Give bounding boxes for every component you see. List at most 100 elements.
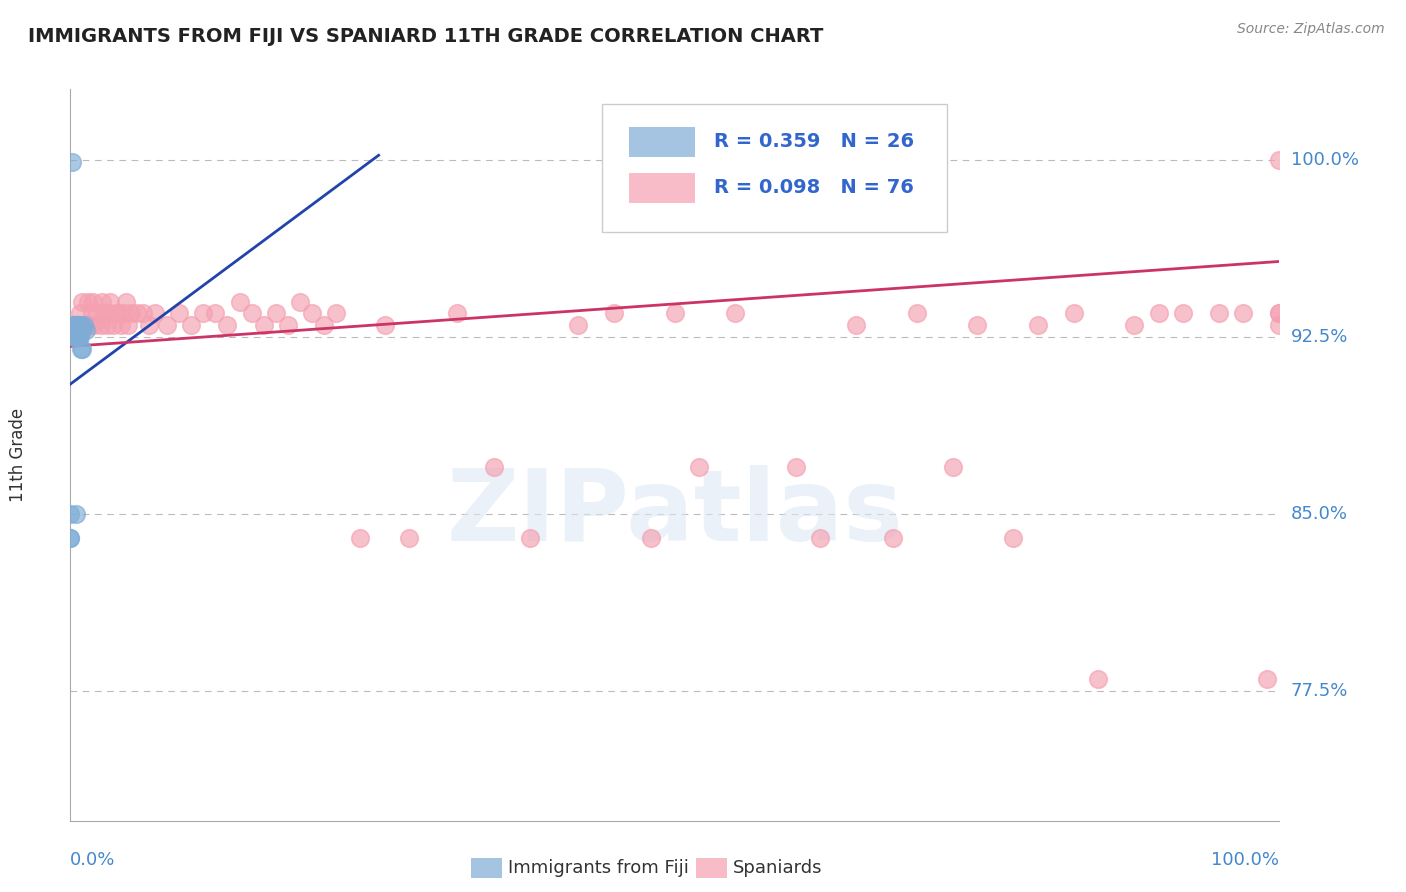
Point [1087, 672, 1109, 686]
Point [120, 306, 142, 320]
Point [59, 531, 82, 545]
Point [325, 306, 347, 320]
Point [105, 306, 128, 320]
Point [63, 318, 86, 333]
Point [688, 459, 710, 474]
Point [1063, 306, 1085, 320]
Point [72, 323, 94, 337]
Point [1123, 318, 1146, 333]
Point [101, 318, 124, 333]
Point [1232, 306, 1254, 320]
Point [264, 306, 287, 320]
Point [69, 323, 91, 337]
Text: 77.5%: 77.5% [1291, 681, 1348, 700]
Point [110, 318, 132, 333]
Point [1171, 306, 1194, 320]
Point [72, 294, 94, 309]
Text: Source: ZipAtlas.com: Source: ZipAtlas.com [1237, 22, 1385, 37]
Point [96, 318, 118, 333]
Point [67, 330, 90, 344]
Point [83, 318, 105, 333]
Bar [628, 127, 696, 157]
Point [567, 318, 589, 333]
Point [398, 531, 420, 545]
Point [67, 323, 90, 337]
Point [98, 294, 121, 309]
Point [70, 342, 93, 356]
Point [107, 306, 129, 320]
Point [72, 342, 94, 356]
Point [664, 306, 686, 320]
Point [80, 306, 103, 320]
Point [79, 318, 101, 333]
Point [167, 306, 190, 320]
Bar [628, 172, 696, 203]
Text: 11th Grade: 11th Grade [8, 408, 27, 502]
Text: 0.0%: 0.0% [70, 851, 115, 869]
Point [314, 318, 336, 333]
Text: IMMIGRANTS FROM FIJI VS SPANIARD 11TH GRADE CORRELATION CHART: IMMIGRANTS FROM FIJI VS SPANIARD 11TH GR… [28, 27, 824, 45]
Point [519, 531, 541, 545]
Point [1147, 306, 1170, 320]
Text: R = 0.098   N = 76: R = 0.098 N = 76 [714, 178, 914, 197]
Text: R = 0.359   N = 26: R = 0.359 N = 26 [714, 132, 914, 152]
Point [217, 318, 239, 333]
Point [63, 318, 86, 333]
Point [65, 507, 87, 521]
Point [69, 306, 91, 320]
Point [90, 318, 111, 333]
Point [1268, 153, 1291, 167]
Point [966, 318, 988, 333]
Point [228, 294, 250, 309]
Point [115, 294, 138, 309]
Point [86, 306, 108, 320]
Point [82, 294, 104, 309]
Point [70, 318, 93, 333]
Text: Spaniards: Spaniards [733, 859, 823, 877]
Point [1026, 318, 1049, 333]
Point [98, 306, 121, 320]
Point [75, 323, 97, 337]
Point [143, 306, 166, 320]
Point [603, 306, 626, 320]
Point [138, 318, 160, 333]
Point [1268, 318, 1291, 333]
Point [132, 306, 155, 320]
Text: Immigrants from Fiji: Immigrants from Fiji [508, 859, 689, 877]
Point [90, 294, 112, 309]
Text: 85.0%: 85.0% [1291, 505, 1347, 523]
Point [73, 318, 96, 333]
Point [640, 531, 662, 545]
Point [112, 306, 135, 320]
FancyBboxPatch shape [602, 103, 948, 232]
Point [125, 306, 148, 320]
Point [65, 318, 87, 333]
Point [277, 318, 299, 333]
Text: 100.0%: 100.0% [1212, 851, 1279, 869]
Point [59, 507, 82, 521]
Text: 100.0%: 100.0% [1291, 151, 1358, 169]
Point [349, 531, 371, 545]
Point [63, 330, 86, 344]
Point [374, 318, 396, 333]
Point [724, 306, 747, 320]
Point [288, 294, 311, 309]
Point [65, 330, 87, 344]
Point [1268, 306, 1291, 320]
Point [65, 323, 87, 337]
Point [67, 318, 90, 333]
Point [301, 306, 323, 320]
Point [240, 306, 263, 320]
Point [1268, 306, 1291, 320]
Point [62, 318, 84, 333]
Point [66, 318, 89, 333]
Point [785, 459, 807, 474]
Point [72, 318, 94, 333]
Point [845, 318, 868, 333]
Point [66, 330, 89, 344]
Point [905, 306, 928, 320]
Text: ZIPatlas: ZIPatlas [447, 465, 903, 562]
Point [193, 306, 215, 320]
Text: 92.5%: 92.5% [1291, 328, 1348, 346]
Point [77, 294, 100, 309]
